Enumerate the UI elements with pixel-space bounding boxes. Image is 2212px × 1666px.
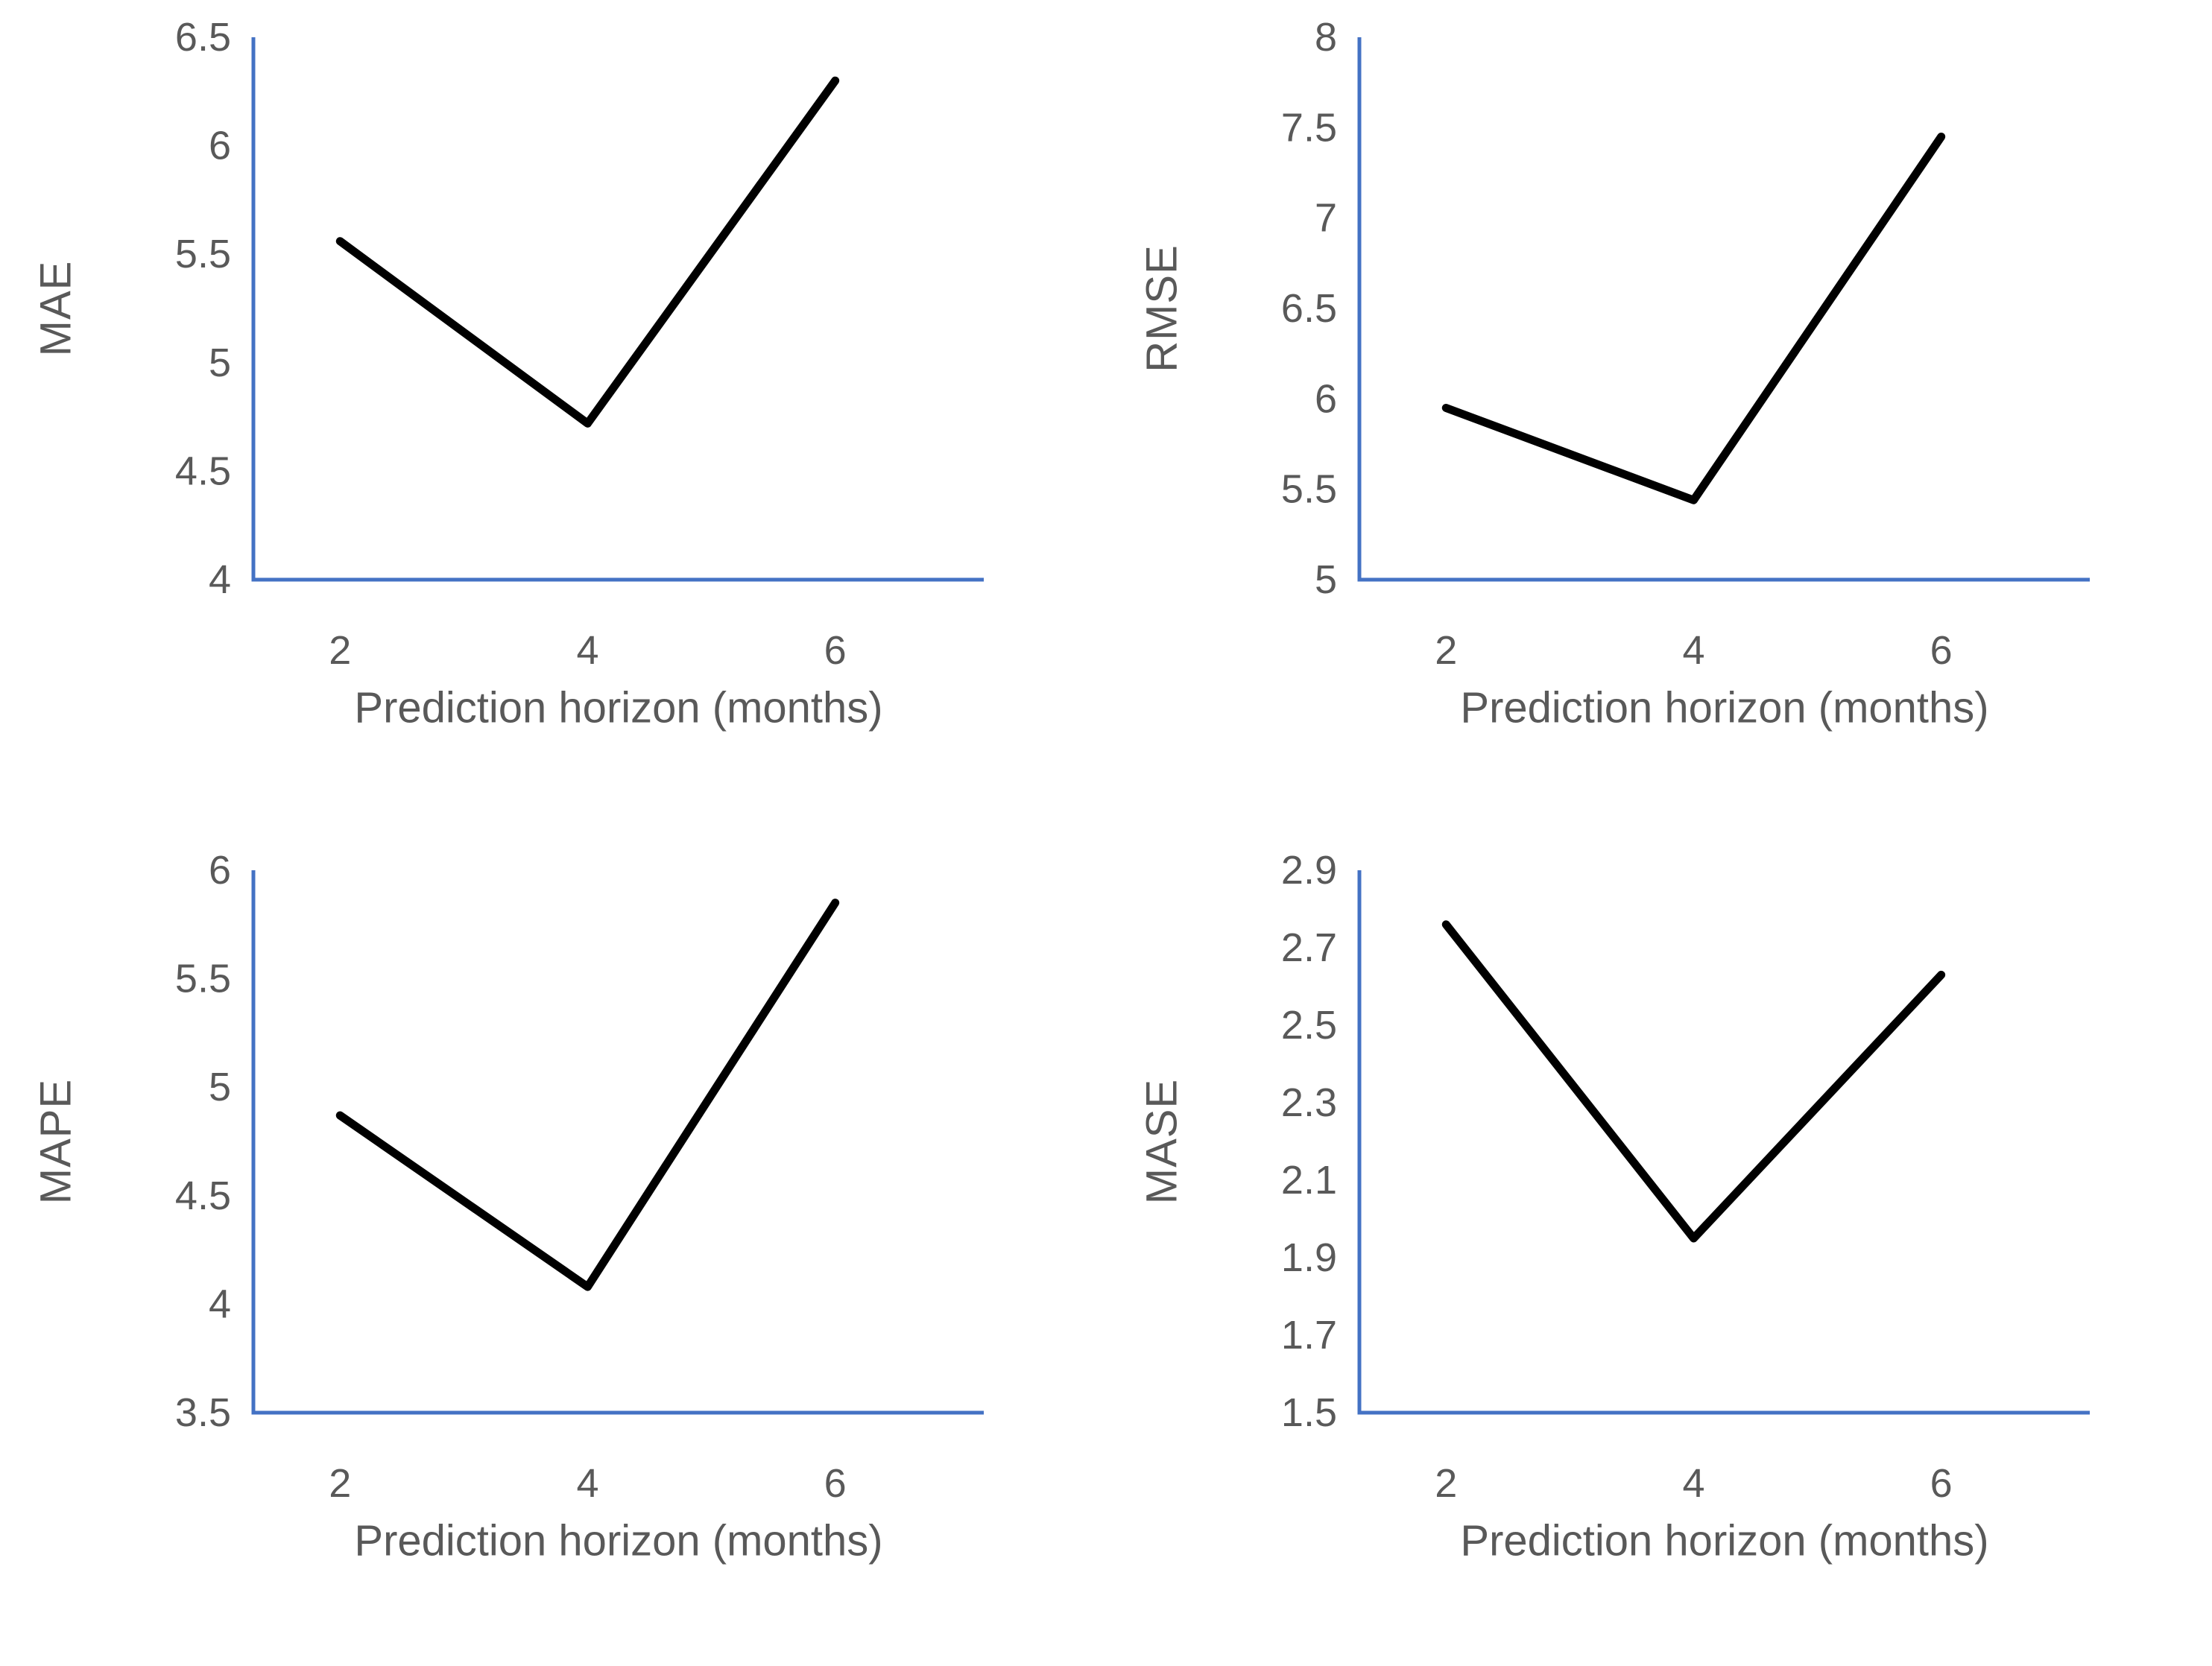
data-series-line	[335, 899, 840, 1291]
chart-panel-mape: 6 5.5 5 4.5 4 3.5 2 4 6 MAPE Prediction horizon …	[0, 833, 1106, 1666]
x-tick-label: 6	[824, 628, 847, 673]
rmse-line-chart: 8 7.5 7 6.5 6 5.5 5 2 4 6	[1281, 15, 2090, 673]
y-tick-label: 6.5	[1281, 286, 1337, 331]
y-tick-label: 1.7	[1281, 1313, 1337, 1358]
y-tick-label: 5.5	[175, 957, 231, 1001]
x-tick-label: 2	[1435, 1461, 1457, 1506]
x-tick-label: 4	[576, 1461, 598, 1506]
y-tick-label: 5	[209, 1065, 231, 1109]
axis-lines	[251, 37, 984, 582]
axis-lines	[1357, 870, 2090, 1415]
y-tick-label: 7	[1315, 196, 1337, 241]
mae-line-chart: 6.5 6 5.5 5 4.5 4 2 4 6	[175, 15, 984, 673]
y-tick-label: 3.5	[175, 1390, 231, 1435]
y-tick-label: 4	[209, 1282, 231, 1326]
y-tick-label: 5.5	[1281, 467, 1337, 512]
data-series-line	[335, 76, 840, 428]
y-tick-label: 2.3	[1281, 1080, 1337, 1125]
y-tick-label: 2.7	[1281, 925, 1337, 970]
y-tick-label: 2.5	[1281, 1003, 1337, 1048]
x-tick-label: 4	[1682, 628, 1704, 673]
x-tick-label: 2	[1435, 628, 1457, 673]
chart-panel-mase: 2.9 2.7 2.5 2.3 2.1 1.9 1.7 1.5 2 4 6 MASE Predict…	[1106, 833, 2212, 1666]
y-tick-label: 4.5	[175, 449, 231, 493]
mape-line-chart: 6 5.5 5 4.5 4 3.5 2 4 6	[175, 848, 984, 1506]
axis-lines	[251, 870, 984, 1415]
data-series-line	[1441, 920, 1946, 1243]
x-tick-label: 6	[1930, 1461, 1953, 1506]
x-tick-label: 4	[1682, 1461, 1704, 1506]
y-axis-title-rmse: RMSE	[1137, 244, 1186, 373]
chart-panel-rmse: 8 7.5 7 6.5 6 5.5 5 2 4 6 RMSE Prediction horizon…	[1106, 0, 2212, 833]
y-tick-label: 6	[209, 848, 231, 893]
y-tick-label: 8	[1315, 15, 1337, 60]
y-axis-title-mase: MASE	[1137, 1078, 1186, 1205]
y-tick-label: 5.5	[175, 232, 231, 276]
y-tick-label: 6.5	[175, 15, 231, 60]
y-tick-label: 5	[209, 341, 231, 385]
y-tick-label: 6	[1315, 376, 1337, 421]
y-tick-label: 2.1	[1281, 1158, 1337, 1203]
x-axis-title-rmse: Prediction horizon (months)	[1460, 683, 1989, 732]
x-axis-title-mae: Prediction horizon (months)	[354, 683, 883, 732]
y-tick-label: 2.9	[1281, 848, 1337, 893]
x-tick-label: 2	[329, 628, 351, 673]
x-axis-title-mape: Prediction horizon (months)	[354, 1516, 883, 1565]
x-tick-label: 6	[824, 1461, 847, 1506]
mase-line-chart: 2.9 2.7 2.5 2.3 2.1 1.9 1.7 1.5 2 4 6	[1281, 848, 2090, 1506]
y-axis-title-mape: MAPE	[31, 1078, 80, 1205]
y-tick-label: 5	[1315, 557, 1337, 602]
x-tick-label: 4	[576, 628, 598, 673]
y-tick-label: 6	[209, 124, 231, 168]
y-tick-label: 4	[209, 557, 231, 602]
x-tick-label: 6	[1930, 628, 1953, 673]
y-tick-label: 1.5	[1281, 1390, 1337, 1435]
y-tick-label: 7.5	[1281, 105, 1337, 150]
y-tick-label: 1.9	[1281, 1235, 1337, 1280]
data-series-line	[1441, 132, 1946, 504]
y-tick-label: 4.5	[175, 1174, 231, 1218]
x-tick-label: 2	[329, 1461, 351, 1506]
axis-lines	[1357, 37, 2090, 582]
y-axis-title-mae: MAE	[31, 260, 80, 357]
x-axis-title-mase: Prediction horizon (months)	[1460, 1516, 1989, 1565]
chart-panel-mae: 6.5 6 5.5 5 4.5 4 2 4 6 MAE Prediction horizon (…	[0, 0, 1106, 833]
